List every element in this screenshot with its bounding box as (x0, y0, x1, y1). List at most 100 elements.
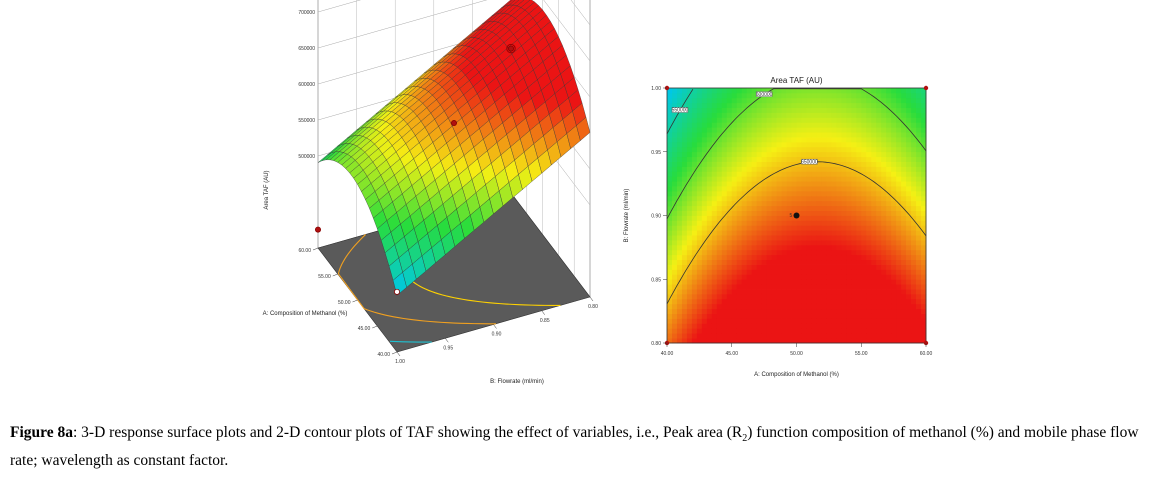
contour-cell (726, 127, 733, 133)
contour-cell (821, 88, 827, 94)
contour-cell (846, 112, 852, 118)
contour-cell (731, 132, 738, 138)
contour-cell (876, 210, 882, 216)
contour-cell (721, 318, 728, 324)
contour-cell (876, 190, 882, 197)
contour-cell (676, 195, 683, 202)
surface-mesh (317, 0, 591, 296)
contour-cell (736, 137, 743, 143)
contour-cell (691, 249, 698, 256)
contour-cell (761, 195, 768, 202)
contour-cell (856, 220, 862, 226)
contour-cell (766, 298, 772, 305)
contour-cell (901, 210, 907, 216)
contour-cell (811, 303, 817, 310)
contour-cell (841, 323, 847, 329)
contour-cell (716, 308, 723, 314)
contour-cell (716, 235, 723, 241)
contour-cell (831, 166, 837, 172)
contour-cell (726, 279, 733, 285)
contour-cell (716, 318, 723, 324)
contour-cell (871, 333, 877, 339)
contour-cell (916, 240, 922, 246)
contour-cell (826, 181, 832, 187)
contour-cell (921, 244, 927, 251)
contour-cell (667, 254, 673, 261)
contour-cell (701, 298, 708, 305)
contour-cell (761, 230, 768, 236)
contour-cell (776, 117, 782, 123)
contour-cell (751, 146, 758, 153)
contour-cell (766, 156, 772, 162)
contour-cell (861, 264, 867, 270)
contour-cell (831, 171, 837, 177)
contour-cell (681, 298, 688, 305)
contour-cell (806, 235, 812, 241)
contour-cell (726, 244, 733, 251)
contour-cell (711, 308, 718, 314)
contour-cell (756, 127, 763, 133)
contour-cell (681, 112, 688, 118)
contour-cell (921, 171, 927, 177)
contour-cell (906, 274, 912, 280)
contour-cell (796, 151, 802, 158)
contour-cell (741, 186, 748, 192)
contour-cell (916, 333, 922, 339)
contour-cell (791, 215, 797, 221)
contour-cell (921, 274, 927, 280)
contour-cell (686, 127, 693, 133)
contour-cell (861, 225, 867, 231)
contour-cell (786, 308, 792, 314)
y-tick-label: 0.95 (443, 345, 453, 351)
contour-cell (676, 176, 683, 182)
contour-cell (701, 132, 708, 138)
contour-cell (866, 146, 872, 153)
contour-cell (911, 254, 917, 261)
contour-cell (776, 269, 782, 275)
contour-cell (701, 156, 708, 162)
contour-cell (841, 289, 847, 295)
contour-cell (726, 328, 733, 334)
contour-cell (911, 249, 917, 256)
contour-cell (716, 298, 723, 305)
contour-cell (736, 186, 743, 192)
contour-cell (866, 97, 872, 104)
center-point-label: 5 (790, 213, 793, 219)
contour-cell (701, 230, 708, 236)
contour-cell (741, 171, 748, 177)
contour-cell (696, 323, 703, 329)
contour-cell (706, 289, 713, 295)
contour-cell (896, 264, 902, 270)
contour-cell (801, 88, 807, 94)
contour-cell (791, 186, 797, 192)
contour-cell (891, 117, 897, 123)
contour-cell (876, 127, 882, 133)
contour-cell (836, 215, 842, 221)
contour-cell (751, 205, 758, 211)
contour-cell (881, 274, 887, 280)
contour-cell (916, 235, 922, 241)
contour-cell (766, 264, 772, 270)
contour-cell (916, 166, 922, 172)
contour-cell (781, 274, 787, 280)
contour-cell (836, 102, 842, 109)
contour-cell (676, 200, 683, 207)
contour-cell (881, 328, 887, 334)
contour-cell (721, 274, 728, 280)
contour-cell (891, 141, 897, 148)
contour-cell (691, 112, 698, 118)
contour-cell (886, 249, 892, 256)
contour-cell (896, 210, 902, 216)
contour-cell (826, 220, 832, 226)
contour-cell (791, 249, 797, 256)
contour-cell (731, 313, 738, 319)
contour-cell (681, 264, 688, 270)
contour-cell (826, 249, 832, 256)
contour-cell (881, 156, 887, 162)
contour-cell (816, 269, 822, 275)
contour-cell (846, 230, 852, 236)
contour-cell (851, 328, 857, 334)
contour-cell (716, 259, 723, 265)
contour-cell (691, 220, 698, 226)
contour-cell (686, 151, 693, 158)
